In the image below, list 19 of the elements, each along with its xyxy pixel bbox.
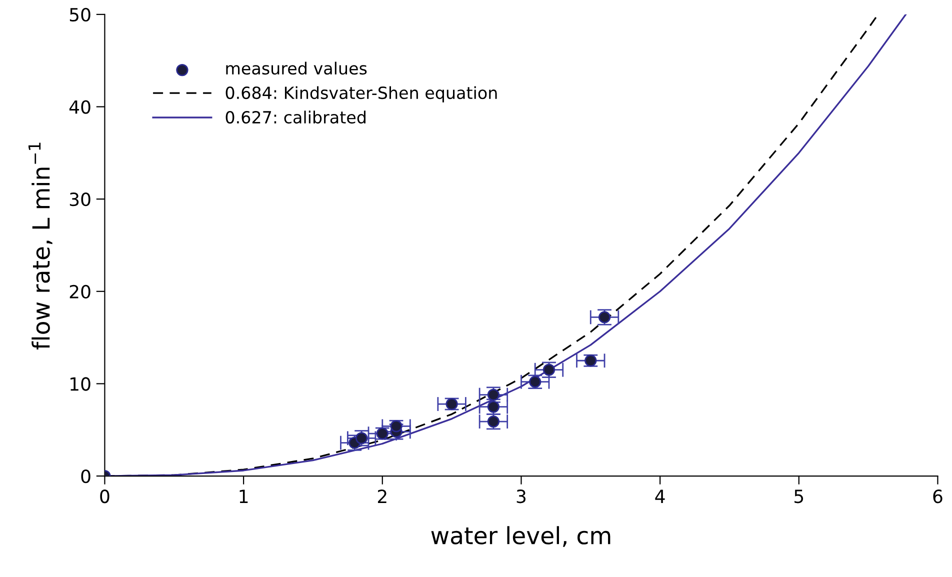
legend-label: measured values <box>226 62 367 75</box>
y-tick-label: 30 <box>70 192 90 206</box>
x-axis-title: water level, cm <box>431 526 610 547</box>
x-tick-label: 3 <box>516 490 526 504</box>
y-tick-label: 50 <box>70 8 90 22</box>
x-tick-label: 5 <box>794 490 804 504</box>
x-tick-label: 0 <box>100 490 110 504</box>
y-tick-label: 10 <box>70 377 90 391</box>
point <box>390 420 402 432</box>
y-tick-label: 40 <box>69 100 90 114</box>
x-tick-label: 2 <box>378 490 386 503</box>
y-tick-label: 0 <box>81 469 90 484</box>
x-tick-label: 4 <box>655 490 665 503</box>
y-axis-title: flow rate, L min$^{−1}$ <box>28 142 52 350</box>
legend-label: 0.627: calibrated <box>226 110 366 124</box>
y-tick-label: 20 <box>70 284 90 298</box>
x-tick-label: 6 <box>933 490 942 504</box>
legend-label: 0.684: Kindsvater-Shen equation <box>226 86 497 102</box>
x-tick-label: 1 <box>240 490 248 503</box>
